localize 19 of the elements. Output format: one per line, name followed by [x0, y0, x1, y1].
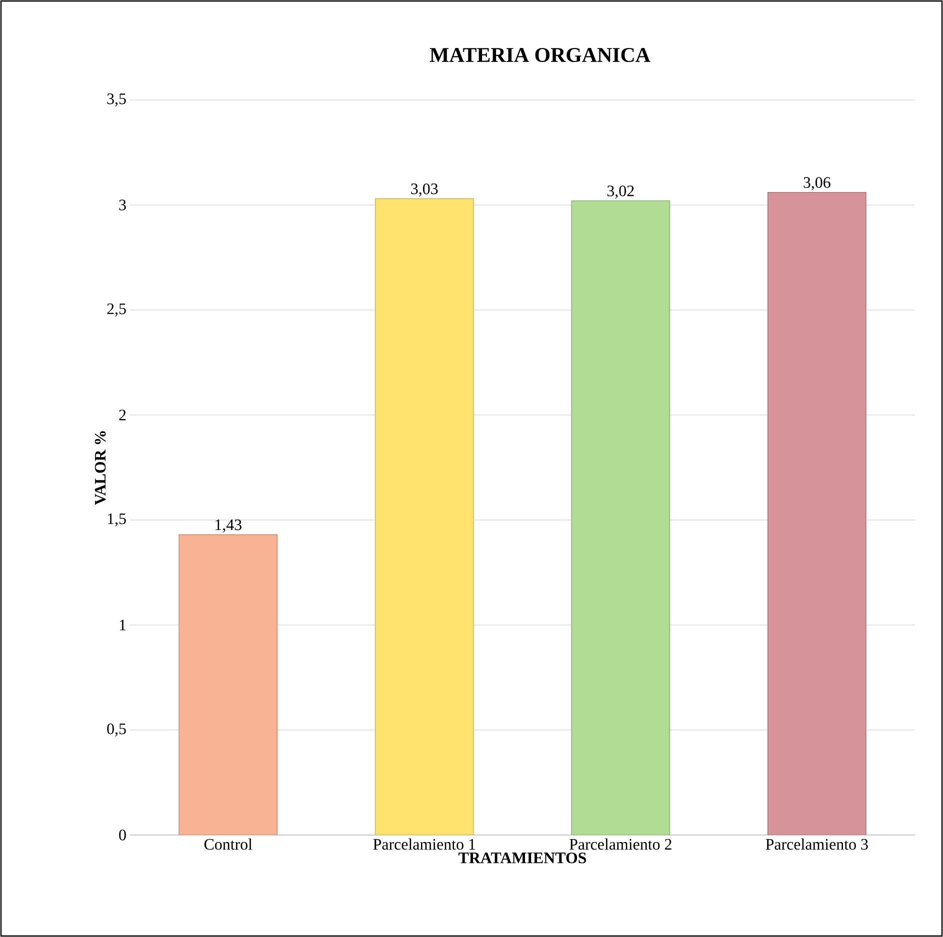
data-label: 3,02 [607, 186, 634, 199]
y-axis-title: VALOR % [94, 431, 106, 506]
y-tick-label: 0 [119, 830, 126, 840]
data-label: 1,43 [216, 519, 242, 532]
y-tick-label: 3,5 [107, 93, 126, 106]
x-tick-label: Parcelamiento 1 [373, 838, 476, 850]
data-label: 3,06 [804, 177, 830, 190]
x-axis-title: TRATAMIENTOS [458, 852, 586, 864]
y-tick-label: 2 [119, 410, 126, 420]
y-tick-label: 3 [119, 200, 126, 210]
y-tick-label: 1 [120, 620, 126, 630]
data-label: 3,03 [411, 183, 438, 196]
y-tick-label: 2,5 [107, 303, 126, 316]
x-tick-label: Control [204, 838, 252, 850]
chart-title: MATERIA ORGANICA [430, 48, 650, 62]
x-tick-label: Parcelamiento 3 [766, 838, 868, 850]
y-tick-label: 0,5 [107, 723, 126, 737]
x-tick-label: Parcelamiento 2 [570, 838, 672, 850]
y-tick-label: 1,5 [108, 514, 126, 526]
